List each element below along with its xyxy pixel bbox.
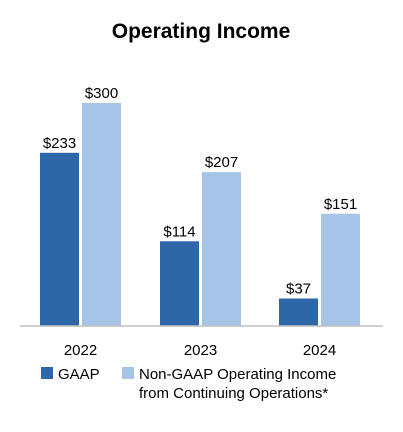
legend-label-non-gaap-line1: Non-GAAP Operating Income [139,366,336,383]
data-label-non-gaap-2023: $207 [205,154,238,171]
data-labels-layer: $233 $300 $114 $207 $37 $151 [43,85,357,297]
data-label-non-gaap-2022: $300 [85,85,118,102]
bar-gaap-2022 [40,152,79,326]
x-axis-tick-labels: 2022 2023 2024 [64,342,336,359]
data-label-gaap-2023: $114 [163,223,195,240]
bars-layer [40,103,360,326]
legend-label-gaap: GAAP [58,366,100,383]
legend-swatch-gaap [41,367,53,379]
bar-non-gaap-2024 [321,213,360,326]
legend-swatch-non-gaap [122,367,134,379]
data-label-gaap-2022: $233 [43,135,76,152]
bar-non-gaap-2023 [202,172,241,326]
legend-label-non-gaap-line2: from Continuing Operations* [139,385,328,402]
bar-gaap-2023 [160,241,199,326]
x-tick-label-2023: 2023 [184,342,217,359]
data-label-non-gaap-2024: $151 [324,196,357,213]
chart-title: Operating Income [112,20,291,43]
x-tick-label-2022: 2022 [64,342,97,359]
legend: GAAP Non-GAAP Operating Income from Cont… [41,366,336,402]
bar-non-gaap-2022 [82,103,121,326]
data-label-gaap-2024: $37 [286,280,311,297]
x-tick-label-2024: 2024 [303,342,336,359]
bar-gaap-2024 [279,298,318,326]
